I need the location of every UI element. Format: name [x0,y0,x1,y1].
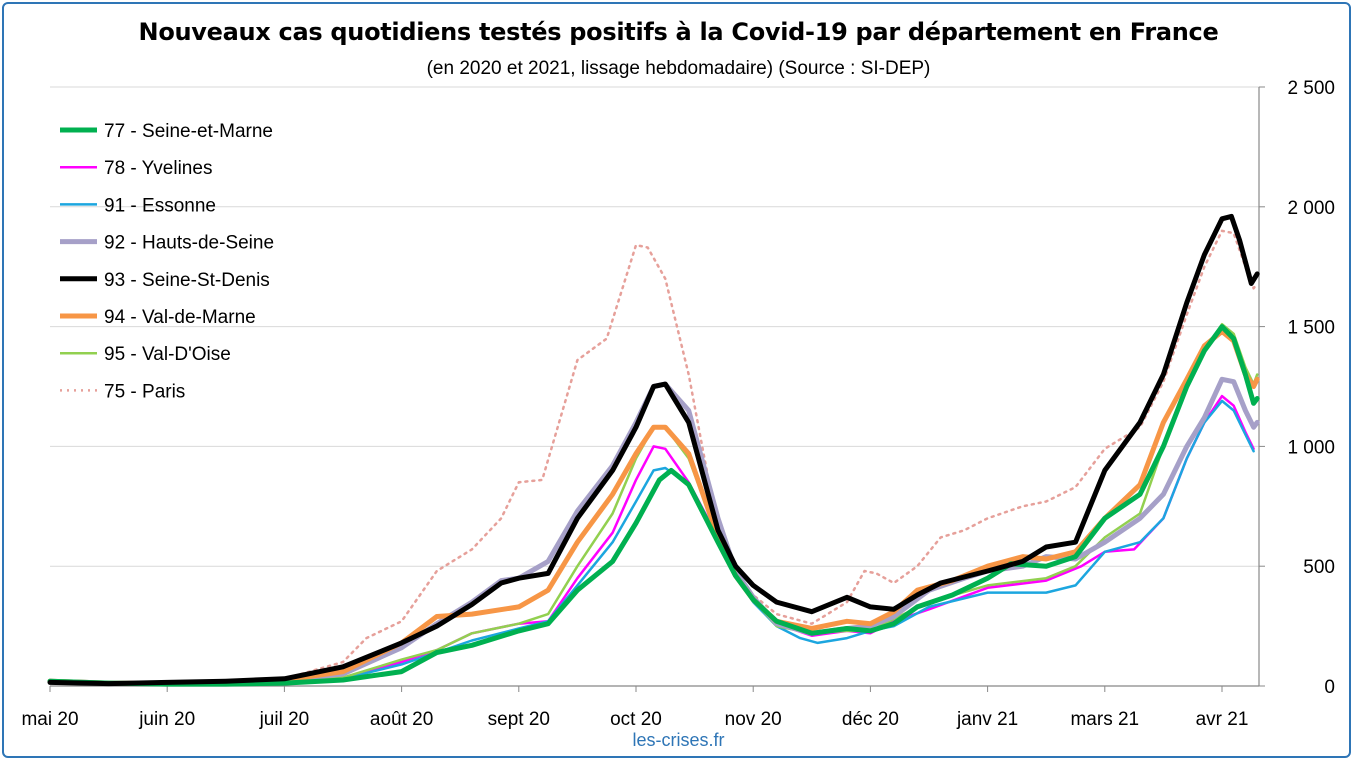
legend-label: 92 - Hauts-de-Seine [104,233,274,254]
x-tick-label: mars 21 [1070,709,1139,730]
x-tick-label: sept 20 [488,709,550,730]
legend-label: 93 - Seine-St-Denis [104,270,270,291]
x-tick-label: oct 20 [610,709,662,730]
legend-label: 91 - Essonne [104,195,216,216]
y-tick-label: 1 000 [1287,437,1335,458]
y-tick-label: 500 [1303,557,1335,578]
legend-label: 94 - Val-de-Marne [104,307,256,328]
x-tick-label: nov 20 [725,709,782,730]
x-tick-label: janv 21 [956,709,1018,730]
y-tick-label: 2 500 [1287,78,1335,99]
chart-title: Nouveaux cas quotidiens testés positifs … [138,18,1219,46]
x-tick-label: juin 20 [138,709,195,730]
series-lines [47,213,1260,687]
legend: 77 - Seine-et-Marne 78 - Yvelines 91 - Ess… [60,121,274,402]
series-line [47,324,1260,687]
series-line [48,322,1259,686]
y-tick-label: 2 000 [1287,198,1335,219]
x-tick-labels: mai 20 juin 20 juil 20 août 20 sept 20 oct 20… [21,709,1248,730]
y-tick-labels: 0 500 1 000 1 500 2 000 2 500 [1287,78,1335,698]
series-line [47,213,1260,687]
legend-label: 78 - Yvelines [104,158,212,179]
x-tick-label: mai 20 [21,709,78,730]
x-tick-label: avr 21 [1196,709,1249,730]
y-tick-label: 0 [1324,677,1335,698]
legend-label: 75 - Paris [104,381,185,402]
series-line [48,229,1259,685]
source-credit: les-crises.fr [632,730,725,750]
legend-label: 95 - Val-D'Oise [104,344,231,365]
y-tick-label: 1 500 [1287,318,1335,339]
axes [49,86,1265,692]
x-tick-label: déc 20 [842,709,899,730]
chart-subtitle: (en 2020 et 2021, lissage hebdomadaire) … [426,58,931,79]
x-tick-label: août 20 [370,709,433,730]
legend-label: 77 - Seine-et-Marne [104,121,273,142]
x-tick-label: juil 20 [259,709,310,730]
